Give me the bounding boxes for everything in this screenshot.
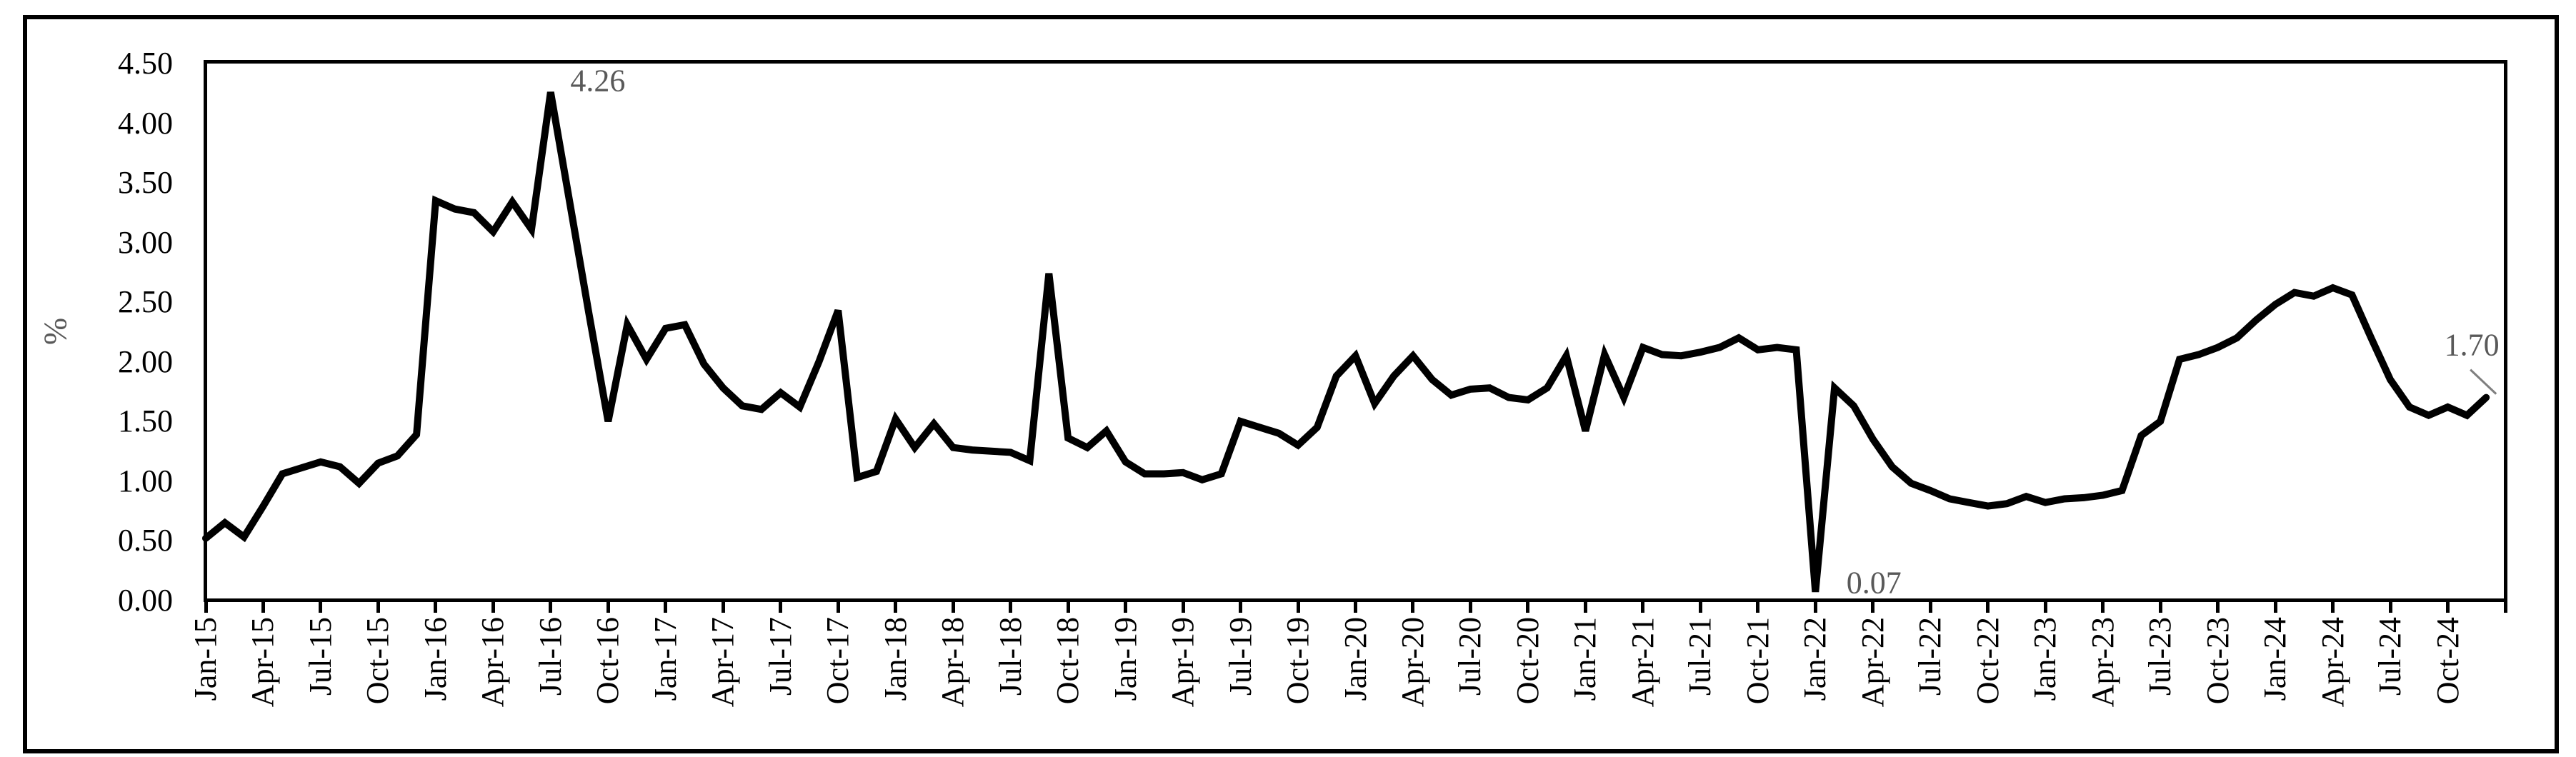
data-line [202, 91, 2490, 593]
tick-mark [1411, 602, 1415, 613]
tick-mark [1641, 602, 1645, 613]
plot-area [204, 60, 2507, 602]
y-tick-label: 4.00 [118, 105, 173, 141]
tick-mark [1756, 602, 1760, 613]
tick-mark [779, 602, 783, 613]
tick-mark [836, 602, 840, 613]
tick-mark [491, 602, 495, 613]
tick-mark [606, 602, 610, 613]
tick-mark [721, 602, 725, 613]
tick-mark [1813, 602, 1817, 613]
tick-mark [2446, 602, 2450, 613]
y-tick-label: 2.00 [118, 344, 173, 379]
tick-mark [2158, 602, 2162, 613]
tick-mark [1009, 602, 1013, 613]
y-tick-label: 1.00 [118, 463, 173, 498]
tick-mark [1928, 602, 1932, 613]
tick-mark [1239, 602, 1243, 613]
tick-mark [434, 602, 438, 613]
tick-mark [549, 602, 553, 613]
tick-mark [2216, 602, 2220, 613]
y-tick-label: 3.00 [118, 224, 173, 260]
tick-mark [1066, 602, 1070, 613]
tick-mark [204, 602, 208, 613]
tick-mark [1698, 602, 1702, 613]
annotation-leader-line [2470, 369, 2497, 395]
y-tick-label: 0.00 [118, 582, 173, 618]
tick-mark [2331, 602, 2335, 613]
y-tick-label: 0.50 [118, 523, 173, 558]
tick-mark [1526, 602, 1530, 613]
tick-mark [1871, 602, 1875, 613]
tick-mark [2503, 602, 2507, 613]
tick-mark [1296, 602, 1300, 613]
y-tick-label: 3.50 [118, 165, 173, 200]
tick-mark [2101, 602, 2105, 613]
tick-mark [951, 602, 955, 613]
tick-mark [319, 602, 323, 613]
tick-mark [1468, 602, 1472, 613]
peak-annotation: 4.26 [570, 63, 626, 99]
tick-mark [1124, 602, 1128, 613]
tick-mark [376, 602, 380, 613]
tick-mark [2388, 602, 2392, 613]
tick-mark [1986, 602, 1990, 613]
trough-annotation: 0.07 [1846, 565, 1902, 601]
y-tick-label: 1.50 [118, 403, 173, 438]
y-tick-label: 2.50 [118, 284, 173, 319]
tick-mark [261, 602, 265, 613]
tick-mark [1181, 602, 1185, 613]
tick-mark [664, 602, 668, 613]
tick-mark [1354, 602, 1357, 613]
tick-mark [894, 602, 898, 613]
y-tick-label: 4.50 [118, 46, 173, 81]
tick-mark [1583, 602, 1587, 613]
tick-mark [2043, 602, 2047, 613]
tick-mark [2273, 602, 2277, 613]
last-value-annotation: 1.70 [2444, 327, 2500, 363]
